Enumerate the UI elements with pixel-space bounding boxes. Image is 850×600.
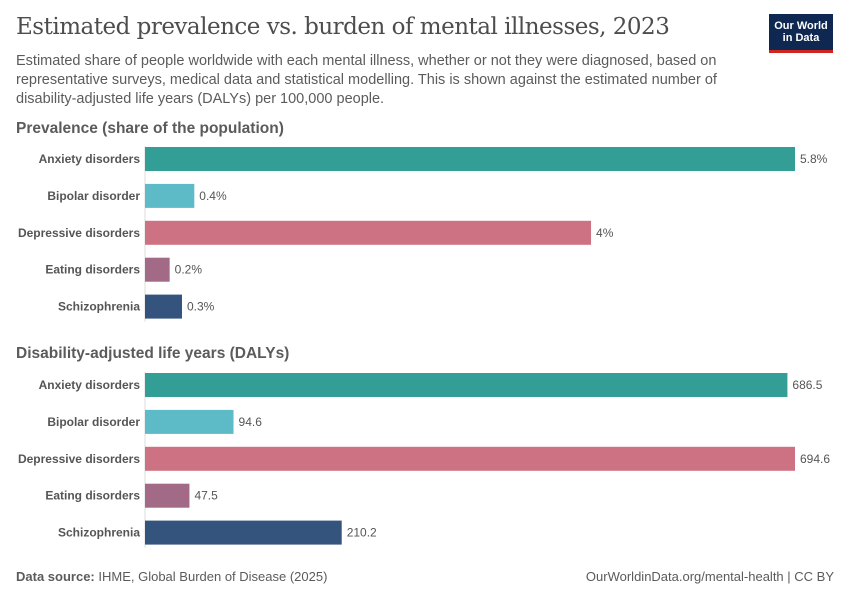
category-label: Depressive disorders xyxy=(18,452,140,466)
data-source: Data source: IHME, Global Burden of Dise… xyxy=(16,569,327,584)
value-label: 210.2 xyxy=(347,526,377,540)
bar xyxy=(145,373,788,397)
category-label: Anxiety disorders xyxy=(39,378,141,392)
bar xyxy=(145,294,182,319)
prevalence-section-title: Prevalence (share of the population) xyxy=(16,120,284,137)
value-label: 0.3% xyxy=(187,300,215,314)
owid-logo[interactable]: Our World in Data xyxy=(769,14,833,53)
bar xyxy=(145,520,342,545)
bar xyxy=(145,483,190,508)
dalys-section-title: Disability-adjusted life years (DALYs) xyxy=(16,345,290,362)
bar xyxy=(145,147,795,171)
value-label: 686.5 xyxy=(792,378,822,392)
source-text: IHME, Global Burden of Disease (2025) xyxy=(98,569,328,584)
bar xyxy=(145,446,795,471)
value-label: 5.8% xyxy=(800,152,828,166)
value-label: 0.4% xyxy=(199,189,227,203)
category-label: Eating disorders xyxy=(45,489,140,503)
category-label: Bipolar disorder xyxy=(47,415,140,429)
chart-title: Estimated prevalence vs. burden of menta… xyxy=(16,14,670,40)
category-label: Eating disorders xyxy=(45,263,140,277)
value-label: 47.5 xyxy=(194,489,218,503)
value-label: 694.6 xyxy=(800,452,830,466)
category-label: Bipolar disorder xyxy=(47,189,140,203)
footer-url[interactable]: OurWorldinData.org/mental-health | CC BY xyxy=(585,569,834,584)
value-label: 0.2% xyxy=(175,263,203,277)
category-label: Schizophrenia xyxy=(58,300,140,314)
category-label: Anxiety disorders xyxy=(39,152,141,166)
bar xyxy=(145,220,592,245)
bar xyxy=(145,409,234,434)
source-label: Data source: xyxy=(16,569,95,584)
value-label: 94.6 xyxy=(239,415,263,429)
bar xyxy=(145,257,170,282)
category-label: Depressive disorders xyxy=(18,226,140,240)
chart-subtitle: Estimated share of people worldwide with… xyxy=(16,53,717,107)
category-label: Schizophrenia xyxy=(58,526,140,540)
bar xyxy=(145,183,195,208)
value-label: 4% xyxy=(596,226,614,240)
